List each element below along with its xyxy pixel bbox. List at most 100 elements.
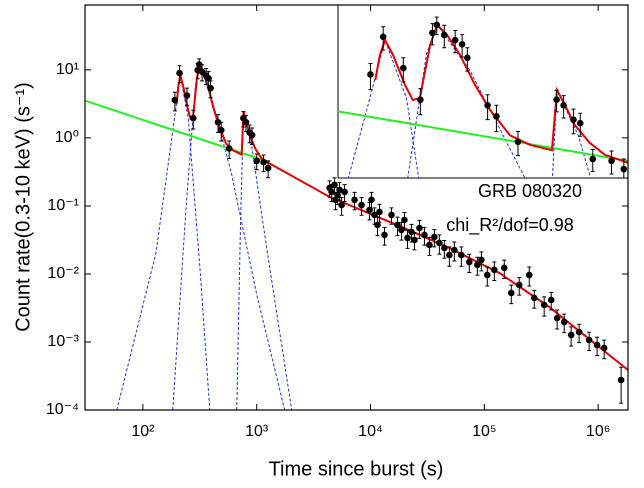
data-point <box>451 36 459 44</box>
data-point <box>394 221 401 229</box>
data-point <box>458 251 465 259</box>
data-point <box>205 75 212 82</box>
data-point <box>401 216 408 224</box>
data-point <box>530 294 538 302</box>
x-tick-label: 10⁴ <box>358 423 383 440</box>
data-point <box>440 31 448 39</box>
data-point <box>351 196 358 204</box>
data-point <box>207 84 214 92</box>
data-point <box>433 21 441 29</box>
data-point <box>358 201 365 209</box>
model-line <box>85 99 270 164</box>
data-point <box>553 314 561 322</box>
data-point <box>547 296 555 304</box>
data-point <box>593 341 601 349</box>
data-point <box>367 71 374 78</box>
data-point <box>446 251 453 259</box>
axes: 10² 10³ 10⁴ 10⁵ 10⁶ 10⁻⁴ 10⁻³ 10⁻² 10⁻¹ 10⁰ 10¹ <box>46 5 628 440</box>
data-point <box>458 40 466 48</box>
data-point <box>264 164 272 172</box>
y-tick-label: 10¹ <box>56 61 79 78</box>
data-point <box>336 186 343 194</box>
data-point <box>500 264 508 272</box>
data-point <box>491 266 498 274</box>
plot-frame <box>84 4 629 411</box>
data-point <box>253 157 260 165</box>
data-point <box>585 336 593 344</box>
data-point <box>570 116 577 123</box>
component-line <box>551 89 592 178</box>
model-line <box>175 61 628 371</box>
data-point <box>507 289 515 297</box>
data-point <box>431 233 438 241</box>
data-point <box>620 165 628 173</box>
x-tick-label: 10⁵ <box>472 423 496 440</box>
x-tick-label: 10² <box>131 423 155 440</box>
data-point <box>195 61 203 68</box>
data-point <box>214 118 222 126</box>
data-point <box>183 92 191 99</box>
data-point <box>429 29 436 37</box>
data-point <box>225 145 233 152</box>
data-point <box>328 188 335 196</box>
data-point <box>617 376 625 384</box>
data-point <box>451 246 458 254</box>
model-line <box>338 110 628 162</box>
data-point <box>608 157 615 165</box>
data-point <box>515 281 523 289</box>
data-point <box>217 126 225 134</box>
x-axis-title: Time since burst (s) <box>269 458 444 480</box>
data-point <box>540 301 548 309</box>
y-tick-label: 10⁻² <box>47 265 79 282</box>
data-point <box>411 236 418 244</box>
data-point <box>381 231 388 239</box>
y-tick-label: 10⁻³ <box>47 333 79 350</box>
data-point <box>376 208 383 216</box>
x-tick-label: 10⁶ <box>586 423 610 440</box>
data-point <box>176 69 183 77</box>
y-axis-title: Count rate(0.3-10 keV) (s⁻¹) <box>12 82 34 332</box>
data-point <box>374 221 381 229</box>
y-tick-label: 10⁰ <box>55 129 79 146</box>
data-point <box>575 328 583 336</box>
data-point <box>408 228 415 236</box>
data-point <box>553 96 560 103</box>
data-point <box>567 331 575 339</box>
data-point <box>416 224 423 232</box>
data-point <box>379 33 387 41</box>
inset <box>338 16 628 178</box>
data-point <box>189 114 197 122</box>
model-line <box>374 23 628 164</box>
data-point <box>478 256 485 264</box>
data-point <box>436 239 443 247</box>
data-point <box>600 344 608 352</box>
y-tick-label: 10⁻⁴ <box>46 401 79 418</box>
data-point <box>417 96 424 103</box>
annotation: GRB 080320 <box>478 181 582 201</box>
data-point <box>368 196 375 204</box>
data-point <box>371 211 378 219</box>
data-point <box>400 64 407 72</box>
annotation: chi_R²/dof=0.98 <box>446 215 574 236</box>
data-point <box>483 271 491 279</box>
data-point <box>560 101 567 109</box>
data-point <box>242 118 250 126</box>
data-point <box>589 155 597 163</box>
data-point <box>398 226 405 234</box>
data-point <box>426 241 433 249</box>
data-point <box>341 188 348 196</box>
plot-area <box>85 58 628 410</box>
data-point <box>404 234 411 242</box>
data-point <box>388 211 395 219</box>
data-point <box>525 271 533 279</box>
data-point <box>248 131 256 139</box>
data-point <box>171 96 179 104</box>
y-tick-label: 10⁻¹ <box>47 197 79 214</box>
data-point <box>466 258 473 266</box>
data-point <box>514 138 522 146</box>
data-point <box>560 318 568 326</box>
error-bar <box>619 366 624 404</box>
